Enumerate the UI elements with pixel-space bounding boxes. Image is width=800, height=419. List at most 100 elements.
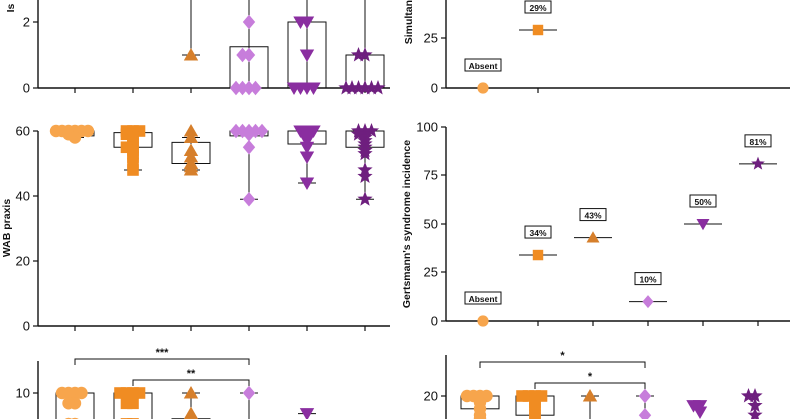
data-point-star — [338, 80, 354, 95]
data-point-star — [350, 80, 367, 95]
data-point-square — [133, 125, 146, 137]
y-tick-label: 2 — [23, 15, 30, 30]
data-point-circle — [81, 124, 95, 138]
data-point-square — [127, 157, 139, 170]
group-triangle-down: 50% — [684, 194, 722, 231]
data-point-triangle-down — [299, 151, 315, 164]
panel-bottom-left: 10***** — [16, 347, 316, 419]
group-triangle-down — [686, 400, 708, 419]
y-tick-label: 0 — [23, 319, 30, 334]
group-triangle-up: 43% — [574, 208, 612, 243]
data-point-diamond — [638, 388, 652, 404]
data-point-square — [133, 387, 146, 399]
data-point-diamond — [638, 408, 652, 419]
value-label-box — [634, 272, 662, 286]
data-point-square — [127, 397, 139, 410]
data-point-square — [532, 24, 544, 36]
data-point-square — [516, 390, 528, 402]
group-triangle-up — [581, 389, 599, 419]
data-point-square — [535, 390, 548, 402]
data-point-star — [357, 191, 373, 206]
data-point-square — [120, 141, 133, 154]
y-tick-label: 75 — [424, 168, 438, 183]
data-point-diamond — [642, 295, 654, 309]
data-point-triangle-up — [183, 48, 199, 61]
data-point-circle — [473, 412, 487, 419]
value-label: Absent — [469, 294, 498, 304]
y-tick-label: 0 — [431, 314, 438, 329]
data-point-star — [363, 123, 380, 138]
data-point-star — [357, 47, 373, 62]
significance-label: ** — [187, 368, 196, 380]
data-point-star — [751, 156, 765, 170]
significance-label: * — [560, 350, 565, 362]
y-tick-label: 10 — [16, 386, 30, 401]
group-star — [345, 123, 385, 206]
panel-bottom-right: 20 * * — [424, 350, 763, 419]
y-axis-title: Gertsmann's syndrome incidence — [401, 140, 413, 308]
data-point-triangle-down — [299, 177, 315, 190]
panel-top-right: 0 25 Simultanag Absent 29% — [403, 0, 790, 96]
data-point-circle — [477, 315, 489, 327]
panel-middle-left: 0 20 40 60 WAB praxis — [1, 123, 390, 334]
group-triangle-up — [171, 386, 211, 419]
y-tick-label: 60 — [16, 124, 30, 139]
data-point-square — [127, 387, 139, 399]
data-point-star — [747, 388, 763, 403]
group-diamond — [636, 388, 654, 419]
value-label-box — [524, 225, 552, 239]
y-tick-label: 0 — [23, 81, 30, 96]
group-circle: Absent — [464, 58, 502, 94]
data-point-diamond — [236, 80, 249, 96]
y-tick-label: 100 — [416, 120, 438, 135]
y-tick-label: 25 — [424, 31, 438, 46]
data-point-triangle-down — [293, 125, 308, 138]
group-circle — [49, 124, 95, 144]
significance-bracket — [479, 361, 646, 368]
y-axis-title: WAB praxis — [1, 199, 13, 258]
y-tick-label: 25 — [424, 265, 438, 280]
group-square: 34% — [519, 225, 557, 261]
data-point-triangle-up — [582, 389, 598, 402]
data-point-triangle-down — [306, 82, 321, 95]
data-point-square — [127, 164, 139, 176]
value-label: 34% — [529, 228, 546, 238]
group-diamond — [229, 123, 269, 207]
data-point-diamond — [229, 123, 243, 139]
group-square — [113, 125, 153, 176]
data-point-star — [747, 397, 763, 413]
y-axis-title: Is — [5, 3, 17, 12]
data-point-circle — [460, 389, 474, 403]
group-triangle-up — [182, 0, 200, 61]
group-circle — [460, 389, 500, 419]
group-circle: Absent — [464, 291, 502, 327]
panel-top-left: 0 2 Is — [5, 0, 390, 96]
significance-bracket — [74, 358, 250, 365]
data-point-circle — [477, 82, 489, 94]
value-label-box — [689, 194, 717, 208]
significance-label: * — [588, 371, 593, 383]
data-point-star — [357, 80, 373, 95]
data-point-star — [363, 80, 380, 95]
data-point-triangle-down — [299, 135, 315, 148]
data-point-circle — [49, 124, 63, 138]
value-label: 81% — [749, 137, 766, 147]
data-point-triangle-up — [183, 130, 199, 143]
y-tick-label: 40 — [16, 189, 30, 204]
data-point-triangle-down — [686, 400, 701, 413]
value-label: 50% — [694, 197, 711, 207]
data-point-star — [357, 168, 373, 183]
group-diamond: 10% — [629, 272, 667, 309]
data-point-star — [370, 80, 386, 95]
data-point-circle — [55, 386, 69, 400]
value-label: 10% — [639, 275, 656, 285]
value-label-box — [744, 134, 772, 148]
data-point-triangle-down — [696, 219, 710, 231]
group-triangle-down — [286, 0, 327, 95]
value-label: 43% — [584, 211, 601, 221]
data-point-diamond — [236, 123, 249, 139]
data-point-triangle-down — [299, 49, 315, 62]
group-star: 81% — [739, 134, 777, 170]
